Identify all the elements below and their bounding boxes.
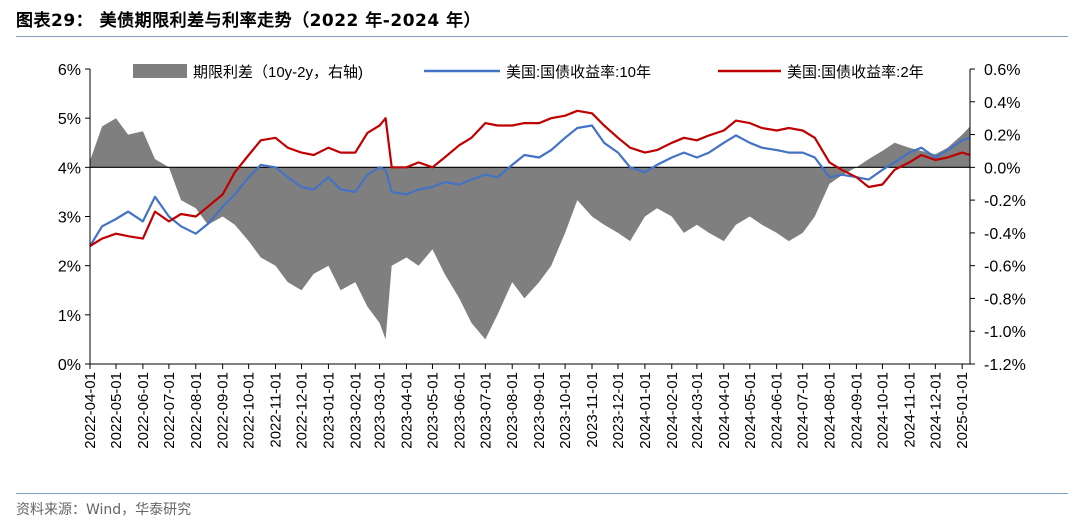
legend-label-spread: 期限利差（10y-2y，右轴) bbox=[193, 64, 363, 81]
x-tick-label: 2023-06-01 bbox=[451, 372, 468, 449]
source-rule bbox=[16, 493, 1068, 494]
x-tick-label: 2024-01-01 bbox=[637, 372, 654, 449]
x-tick-label: 2022-04-01 bbox=[82, 372, 99, 449]
x-tick-label: 2024-02-01 bbox=[664, 372, 681, 449]
right-tick-label: -1.0% bbox=[984, 324, 1026, 341]
x-tick-label: 2022-08-01 bbox=[188, 372, 205, 449]
x-tick-label: 2023-05-01 bbox=[424, 372, 441, 449]
x-tick-label: 2024-05-01 bbox=[742, 372, 759, 449]
source-note: 资料来源：Wind，华泰研究 bbox=[16, 502, 192, 518]
right-tick-label: 0.2% bbox=[984, 128, 1020, 145]
x-tick-label: 2024-12-01 bbox=[927, 372, 944, 449]
x-tick-label: 2022-06-01 bbox=[135, 372, 152, 449]
x-tick-label: 2022-11-01 bbox=[268, 372, 285, 448]
right-tick-label: -0.8% bbox=[984, 291, 1026, 308]
line-10y bbox=[89, 124, 971, 247]
right-tick-label: -1.2% bbox=[984, 357, 1026, 374]
right-tick-label: -0.2% bbox=[984, 193, 1026, 210]
legend-swatch-spread bbox=[133, 64, 187, 78]
x-tick-label: 2023-12-01 bbox=[610, 372, 627, 449]
x-tick-label: 2024-09-01 bbox=[848, 372, 865, 449]
x-tick-label: 2023-01-01 bbox=[320, 372, 337, 449]
right-tick-label: -0.6% bbox=[984, 259, 1026, 276]
x-tick-label: 2024-06-01 bbox=[769, 372, 786, 449]
left-tick-label: 5% bbox=[58, 111, 81, 128]
left-tick-label: 0% bbox=[58, 357, 81, 374]
x-tick-label: 2023-10-01 bbox=[557, 372, 574, 449]
x-tick-label: 2022-05-01 bbox=[108, 372, 125, 449]
right-tick-label: 0.4% bbox=[984, 95, 1020, 112]
left-tick-label: 6% bbox=[58, 62, 81, 79]
x-tick-label: 2022-09-01 bbox=[215, 372, 232, 449]
left-tick-label: 4% bbox=[58, 160, 81, 177]
left-tick-label: 3% bbox=[58, 210, 81, 227]
x-tick-label: 2024-04-01 bbox=[716, 372, 733, 449]
x-tick-label: 2022-07-01 bbox=[161, 372, 178, 449]
left-tick-label: 2% bbox=[58, 259, 81, 276]
spread-area-layer bbox=[90, 118, 970, 340]
x-tick-label: 2024-10-01 bbox=[874, 372, 891, 449]
right-tick-label: 0.0% bbox=[984, 160, 1020, 177]
legend-label-2y: 美国:国债收益率:2年 bbox=[787, 64, 924, 81]
right-tick-label: 0.6% bbox=[984, 62, 1020, 79]
x-tick-label: 2022-10-01 bbox=[241, 372, 258, 449]
line-2y bbox=[89, 109, 971, 247]
legend: 期限利差（10y-2y，右轴) 美国:国债收益率:10年 美国:国债收益率:2年 bbox=[133, 64, 924, 81]
title-rule bbox=[16, 36, 1068, 37]
x-tick-label: 2023-04-01 bbox=[398, 372, 415, 449]
right-tick-label: -0.4% bbox=[984, 226, 1026, 243]
axes: 0% 1% 2% 3% 4% 5% 6% 0.6% 0.4% 0.2% 0.0% -0.2% -0.4%… bbox=[58, 62, 1026, 449]
x-tick-label: 2023-11-01 bbox=[584, 372, 601, 448]
x-tick-label: 2023-08-01 bbox=[504, 372, 521, 449]
legend-label-10y: 美国:国债收益率:10年 bbox=[506, 64, 651, 81]
figure-title: 图表29： 美债期限利差与利率走势（2022 年-2024 年） bbox=[16, 11, 482, 31]
x-tick-label: 2024-08-01 bbox=[822, 372, 839, 449]
x-tick-label: 2023-03-01 bbox=[372, 372, 389, 449]
x-tick-label: 2024-03-01 bbox=[689, 372, 706, 449]
x-tick-label: 2023-09-01 bbox=[531, 372, 548, 449]
x-tick-label: 2022-12-01 bbox=[294, 372, 311, 449]
x-tick-label: 2024-07-01 bbox=[795, 372, 812, 449]
left-tick-label: 1% bbox=[58, 308, 81, 325]
yield-line-layer bbox=[89, 109, 971, 247]
x-tick-label: 2023-07-01 bbox=[477, 372, 494, 449]
spread-area bbox=[90, 118, 970, 340]
x-tick-label: 2023-02-01 bbox=[347, 372, 364, 449]
chart-svg: 0% 1% 2% 3% 4% 5% 6% 0.6% 0.4% 0.2% 0.0% -0.2% -0.4%… bbox=[58, 62, 1026, 449]
x-tick-label: 2025-01-01 bbox=[954, 372, 971, 449]
x-tick-label: 2024-11-01 bbox=[901, 372, 918, 448]
